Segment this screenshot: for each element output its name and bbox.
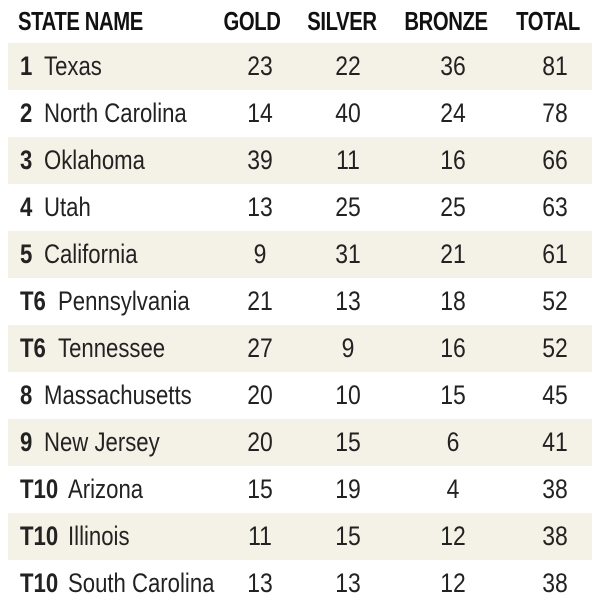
- table-row: 8 Massachusetts 20 10 15 45: [8, 372, 592, 419]
- silver-cell: 22: [335, 51, 361, 81]
- table-body: 1 Texas 23 22 36 81 2 North Carolina 14 40 24 78 3 Ok…: [8, 43, 592, 607]
- state-name-cell: Oklahoma: [44, 145, 145, 175]
- bronze-cell: 16: [440, 145, 466, 175]
- state-name-cell: Pennsylvania: [58, 286, 190, 316]
- header-total: TOTAL: [516, 5, 580, 36]
- header-bronze: BRONZE: [404, 5, 488, 36]
- bronze-cell: 12: [440, 521, 466, 551]
- table-row: T6 Tennessee 27 9 16 52: [8, 325, 592, 372]
- gold-cell: 15: [247, 474, 273, 504]
- silver-cell: 10: [335, 380, 361, 410]
- bronze-cell: 24: [440, 98, 466, 128]
- bronze-cell: 18: [440, 286, 466, 316]
- table-row: 1 Texas 23 22 36 81: [8, 43, 592, 90]
- table-row: 5 California 9 31 21 61: [8, 231, 592, 278]
- rank-cell: T10: [20, 474, 59, 504]
- table-header: STATE NAME GOLD SILVER BRONZE TOTAL: [0, 0, 600, 42]
- silver-cell: 15: [335, 521, 361, 551]
- table-row: T10 South Carolina 13 13 12 38: [8, 560, 592, 607]
- bronze-cell: 12: [440, 568, 466, 598]
- bronze-cell: 15: [440, 380, 466, 410]
- header-gold: GOLD: [223, 5, 281, 36]
- silver-cell: 13: [335, 286, 361, 316]
- rank-cell: T10: [20, 568, 59, 598]
- gold-cell: 27: [247, 333, 273, 363]
- state-name-cell: Utah: [44, 192, 91, 222]
- bronze-cell: 16: [440, 333, 466, 363]
- rank-cell: 4: [20, 192, 33, 222]
- table-row: T10 Illinois 11 15 12 38: [8, 513, 592, 560]
- silver-cell: 25: [335, 192, 361, 222]
- rank-cell: T6: [20, 333, 46, 363]
- state-name-cell: Illinois: [68, 521, 130, 551]
- silver-cell: 9: [341, 333, 355, 363]
- rank-cell: 5: [20, 239, 33, 269]
- state-name-cell: Massachusetts: [44, 380, 192, 410]
- total-cell: 61: [542, 239, 568, 269]
- gold-cell: 21: [247, 286, 273, 316]
- table-row: 9 New Jersey 20 15 6 41: [8, 419, 592, 466]
- rank-cell: 8: [20, 380, 33, 410]
- total-cell: 52: [542, 286, 568, 316]
- total-cell: 66: [542, 145, 568, 175]
- total-cell: 38: [542, 568, 568, 598]
- gold-cell: 11: [248, 521, 272, 551]
- gold-cell: 9: [253, 239, 267, 269]
- header-silver: SILVER: [307, 5, 377, 36]
- gold-cell: 13: [247, 568, 273, 598]
- rank-cell: 2: [20, 98, 33, 128]
- rank-cell: 9: [20, 427, 33, 457]
- gold-cell: 23: [247, 51, 273, 81]
- gold-cell: 39: [247, 145, 273, 175]
- state-name-cell: Tennessee: [58, 333, 166, 363]
- total-cell: 41: [542, 427, 568, 457]
- state-name-cell: South Carolina: [68, 568, 215, 598]
- silver-cell: 11: [336, 145, 360, 175]
- silver-cell: 31: [335, 239, 361, 269]
- total-cell: 78: [542, 98, 568, 128]
- table-row: 3 Oklahoma 39 11 16 66: [8, 137, 592, 184]
- bronze-cell: 25: [440, 192, 466, 222]
- rank-cell: 1: [20, 51, 33, 81]
- header-state-name: STATE NAME: [18, 5, 143, 36]
- bronze-cell: 4: [446, 474, 460, 504]
- silver-cell: 19: [335, 474, 361, 504]
- bronze-cell: 21: [440, 239, 466, 269]
- rank-cell: 3: [20, 145, 33, 175]
- state-name-cell: New Jersey: [44, 427, 160, 457]
- silver-cell: 40: [335, 98, 361, 128]
- total-cell: 38: [542, 474, 568, 504]
- total-cell: 52: [542, 333, 568, 363]
- bronze-cell: 36: [440, 51, 466, 81]
- state-name-cell: Arizona: [68, 474, 144, 504]
- gold-cell: 13: [247, 192, 273, 222]
- state-name-cell: Texas: [44, 51, 102, 81]
- rank-cell: T6: [20, 286, 46, 316]
- silver-cell: 13: [335, 568, 361, 598]
- state-name-cell: North Carolina: [44, 98, 187, 128]
- table-row: 4 Utah 13 25 25 63: [8, 184, 592, 231]
- gold-cell: 14: [247, 98, 273, 128]
- gold-cell: 20: [247, 380, 273, 410]
- table-row: T10 Arizona 15 19 4 38: [8, 466, 592, 513]
- total-cell: 81: [542, 51, 568, 81]
- rank-cell: T10: [20, 521, 59, 551]
- table-row: T6 Pennsylvania 21 13 18 52: [8, 278, 592, 325]
- table-row: 2 North Carolina 14 40 24 78: [8, 90, 592, 137]
- total-cell: 38: [542, 521, 568, 551]
- total-cell: 45: [542, 380, 568, 410]
- silver-cell: 15: [335, 427, 361, 457]
- total-cell: 63: [542, 192, 568, 222]
- state-name-cell: California: [44, 239, 138, 269]
- gold-cell: 20: [247, 427, 273, 457]
- bronze-cell: 6: [446, 427, 460, 457]
